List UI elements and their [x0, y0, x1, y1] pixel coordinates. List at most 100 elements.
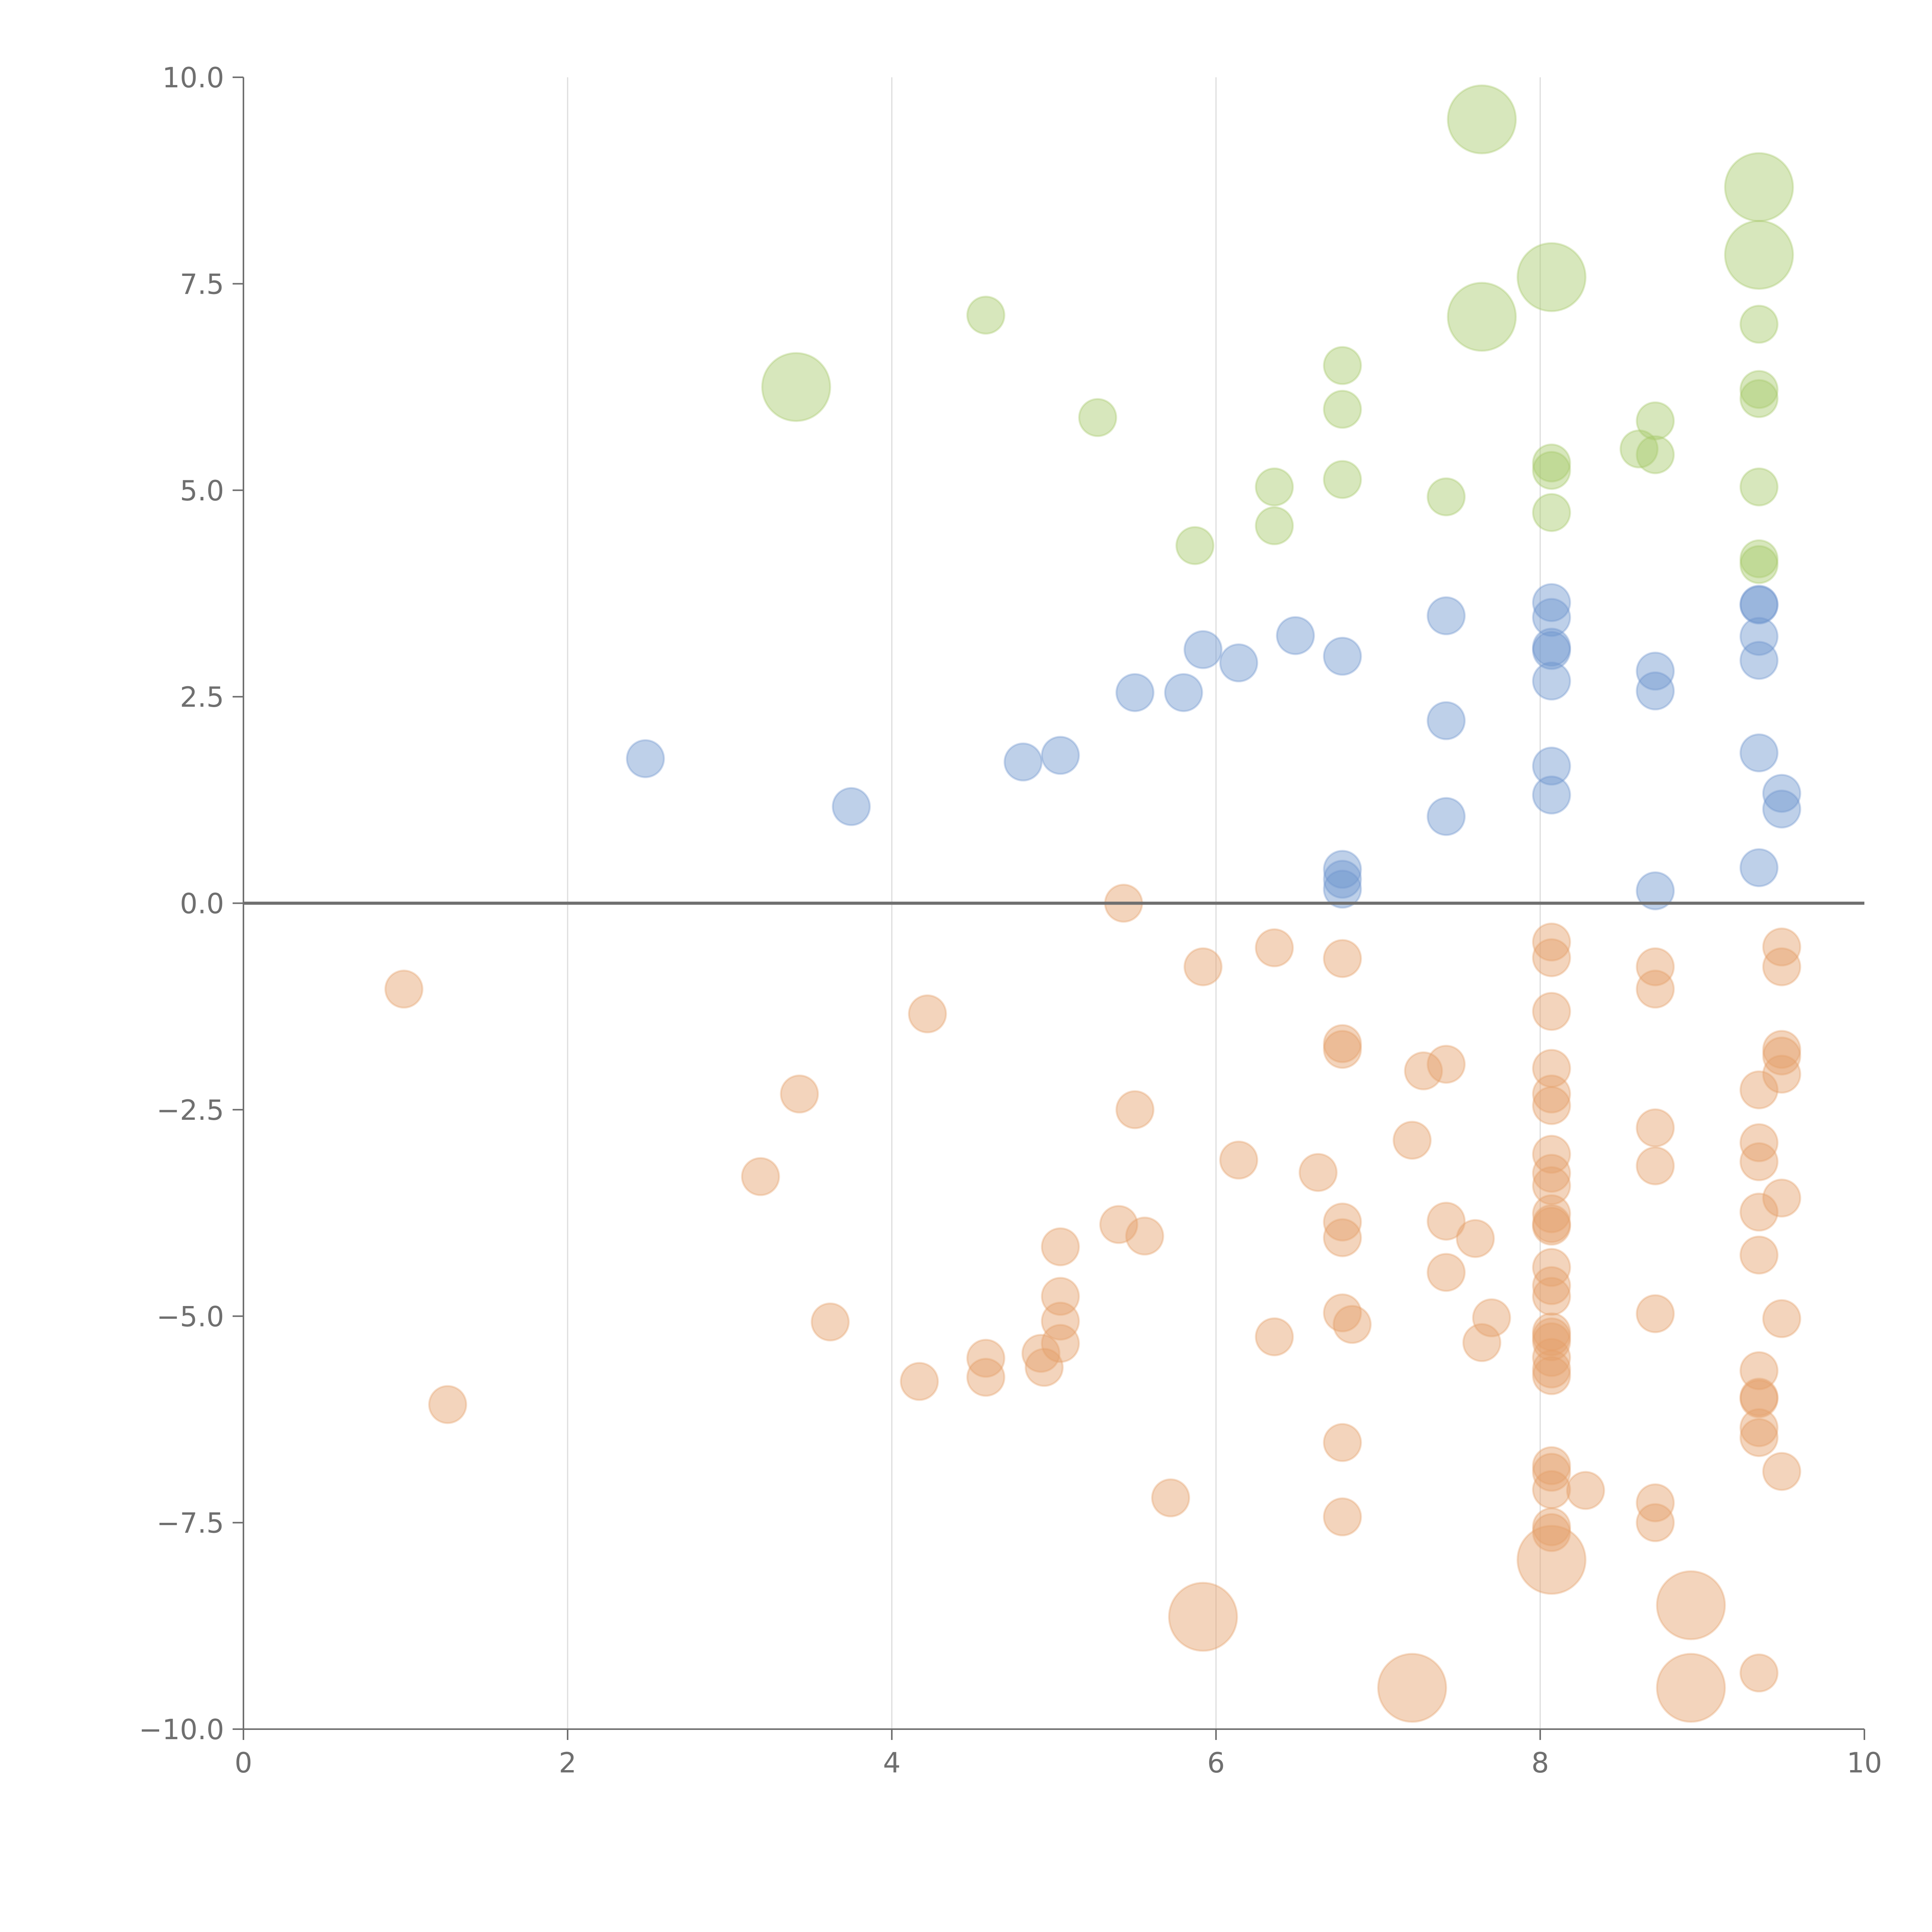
blue-point: [1115, 673, 1155, 712]
orange-point: [1532, 1338, 1571, 1377]
orange-point: [1323, 1202, 1362, 1242]
blue-point: [1532, 583, 1571, 622]
orange-point: [1739, 1653, 1779, 1693]
x-tick-label: 4: [883, 1747, 901, 1779]
blue-point: [1323, 869, 1362, 909]
blue-point: [1739, 585, 1779, 624]
orange-point: [1125, 1216, 1164, 1256]
blue-point: [1323, 636, 1362, 676]
orange-point: [1532, 1470, 1571, 1509]
blue-point: [1183, 630, 1223, 669]
orange-point: [1404, 1051, 1443, 1090]
orange-point: [1762, 1030, 1801, 1069]
orange-point: [741, 1157, 780, 1196]
orange-point: [1532, 1134, 1571, 1174]
orange-point: [1636, 1108, 1675, 1148]
green-large-point: [1447, 282, 1517, 352]
orange-point: [1762, 1452, 1801, 1491]
orange-point: [1219, 1140, 1259, 1180]
orange-point: [1532, 1322, 1571, 1362]
orange-point: [1739, 1142, 1779, 1182]
orange-point: [1532, 1312, 1571, 1352]
orange-point: [1532, 1166, 1571, 1206]
orange-point: [1532, 922, 1571, 962]
y-tick-label: 5.0: [180, 474, 224, 507]
orange-point: [1323, 1218, 1362, 1257]
blue-point: [1219, 643, 1259, 682]
orange-point: [1636, 969, 1675, 1009]
orange-point: [1636, 1146, 1675, 1185]
orange-point: [1151, 1478, 1190, 1517]
orange-point: [1532, 938, 1571, 978]
orange-point: [1472, 1298, 1511, 1338]
green-point: [1078, 398, 1117, 437]
orange-point: [1532, 1317, 1571, 1357]
y-tick-label: −5.0: [156, 1300, 224, 1333]
x-tick-label: 6: [1207, 1747, 1225, 1779]
blue-point: [1739, 733, 1779, 772]
y-tick-label: 2.5: [180, 681, 224, 713]
green-large-point: [1447, 84, 1517, 155]
x-tick-label: 10: [1847, 1747, 1882, 1779]
orange-point: [1427, 1253, 1466, 1292]
x-tick-label: 0: [235, 1747, 252, 1779]
green-large-point: [1724, 152, 1794, 222]
orange-point: [1532, 1206, 1571, 1246]
orange-point: [900, 1362, 939, 1401]
orange-point: [1532, 1452, 1571, 1492]
orange-point: [1427, 1201, 1466, 1241]
orange-point: [1532, 1194, 1571, 1233]
orange-point: [1024, 1348, 1064, 1387]
green-large-point: [1516, 242, 1587, 312]
orange-point: [428, 1385, 468, 1424]
green-point: [1323, 346, 1362, 385]
blue-point: [1739, 585, 1779, 625]
orange-point: [1041, 1324, 1080, 1363]
blue-point: [1532, 628, 1571, 667]
blue-point: [626, 739, 665, 778]
blue-point: [1532, 662, 1571, 701]
orange-point: [1532, 1049, 1571, 1088]
green-point: [1175, 526, 1214, 565]
green-point: [1619, 429, 1659, 469]
green-point: [1739, 370, 1779, 409]
blue-point: [1427, 596, 1466, 636]
green-point: [1532, 451, 1571, 490]
blue-point: [1636, 871, 1675, 910]
green-point: [1739, 379, 1779, 418]
green-point: [1636, 435, 1675, 474]
green-point: [1739, 467, 1779, 507]
blue-point: [1164, 673, 1203, 712]
y-tick-label: 7.5: [180, 268, 224, 300]
orange-point: [1323, 1293, 1362, 1333]
orange-point: [1183, 947, 1223, 986]
orange-point: [1462, 1323, 1502, 1362]
orange-point: [1532, 1277, 1571, 1316]
points-layer: [384, 84, 1801, 1723]
green-large-point: [1724, 220, 1794, 290]
orange-point: [1762, 947, 1801, 986]
blue-point: [1323, 860, 1362, 899]
orange-point: [1636, 1503, 1675, 1543]
orange-point: [1739, 1235, 1779, 1275]
axes-layer: 0 2 4 6 8 10 −10.0 −7.5 −5.0 −2.5 0.0 2.5 5.0 7.5 10.0: [139, 61, 1882, 1779]
y-tick-label: 0.0: [180, 888, 224, 920]
orange-point: [1532, 1507, 1571, 1546]
orange-point: [1532, 1248, 1571, 1287]
orange-point: [780, 1074, 819, 1114]
green-point: [1427, 477, 1466, 517]
orange-point: [1762, 1054, 1801, 1094]
x-tick-label: 2: [559, 1747, 577, 1779]
orange-point: [1532, 1266, 1571, 1305]
blue-point: [1427, 797, 1466, 836]
orange-point: [1532, 992, 1571, 1031]
orange-point: [1532, 1204, 1571, 1243]
orange-point: [1021, 1333, 1061, 1373]
orange-point: [1532, 1446, 1571, 1485]
blue-point: [1739, 641, 1779, 680]
orange-point: [1323, 1030, 1362, 1069]
blue-point: [1762, 789, 1801, 829]
blue-point: [832, 787, 871, 826]
orange-point: [1739, 1192, 1779, 1232]
orange-point: [1532, 1513, 1571, 1552]
